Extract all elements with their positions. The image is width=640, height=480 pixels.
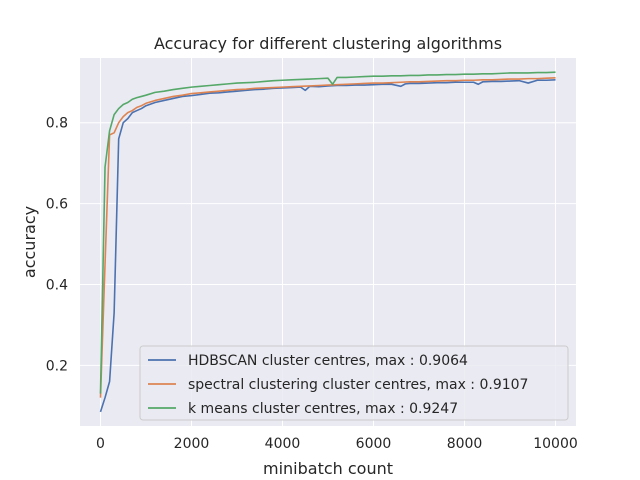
y-tick-label: 0.2	[46, 358, 68, 374]
x-tick-label: 4000	[265, 436, 301, 452]
y-axis-label: accuracy	[20, 206, 39, 278]
x-tick-label: 2000	[174, 436, 210, 452]
x-tick-label: 6000	[356, 436, 392, 452]
legend-label-kmeans: k means cluster centres, max : 0.9247	[188, 401, 458, 417]
x-axis-label: minibatch count	[263, 459, 393, 478]
x-tick-label: 10000	[533, 436, 578, 452]
series-lines	[99, 71, 556, 413]
y-tick-label: 0.6	[46, 197, 68, 213]
chart-title: Accuracy for different clustering algori…	[154, 34, 502, 53]
legend: HDBSCAN cluster centres, max : 0.9064 spe…	[139, 345, 569, 421]
x-tick-label: 8000	[447, 436, 483, 452]
series-line-kmeans	[99, 71, 556, 394]
legend-box	[139, 345, 569, 421]
legend-label-spectral: spectral clustering cluster centres, max…	[188, 377, 528, 393]
legend-label-hdbscan: HDBSCAN cluster centres, max : 0.9064	[188, 353, 468, 369]
series-line-spectral	[99, 77, 556, 398]
tick-labels: 0 2000 4000 6000 8000 10000 0.2 0.4 0.6 0.8	[46, 116, 578, 452]
x-tick-label: 0	[96, 436, 105, 452]
y-tick-label: 0.4	[46, 277, 68, 293]
y-tick-label: 0.8	[46, 116, 68, 132]
